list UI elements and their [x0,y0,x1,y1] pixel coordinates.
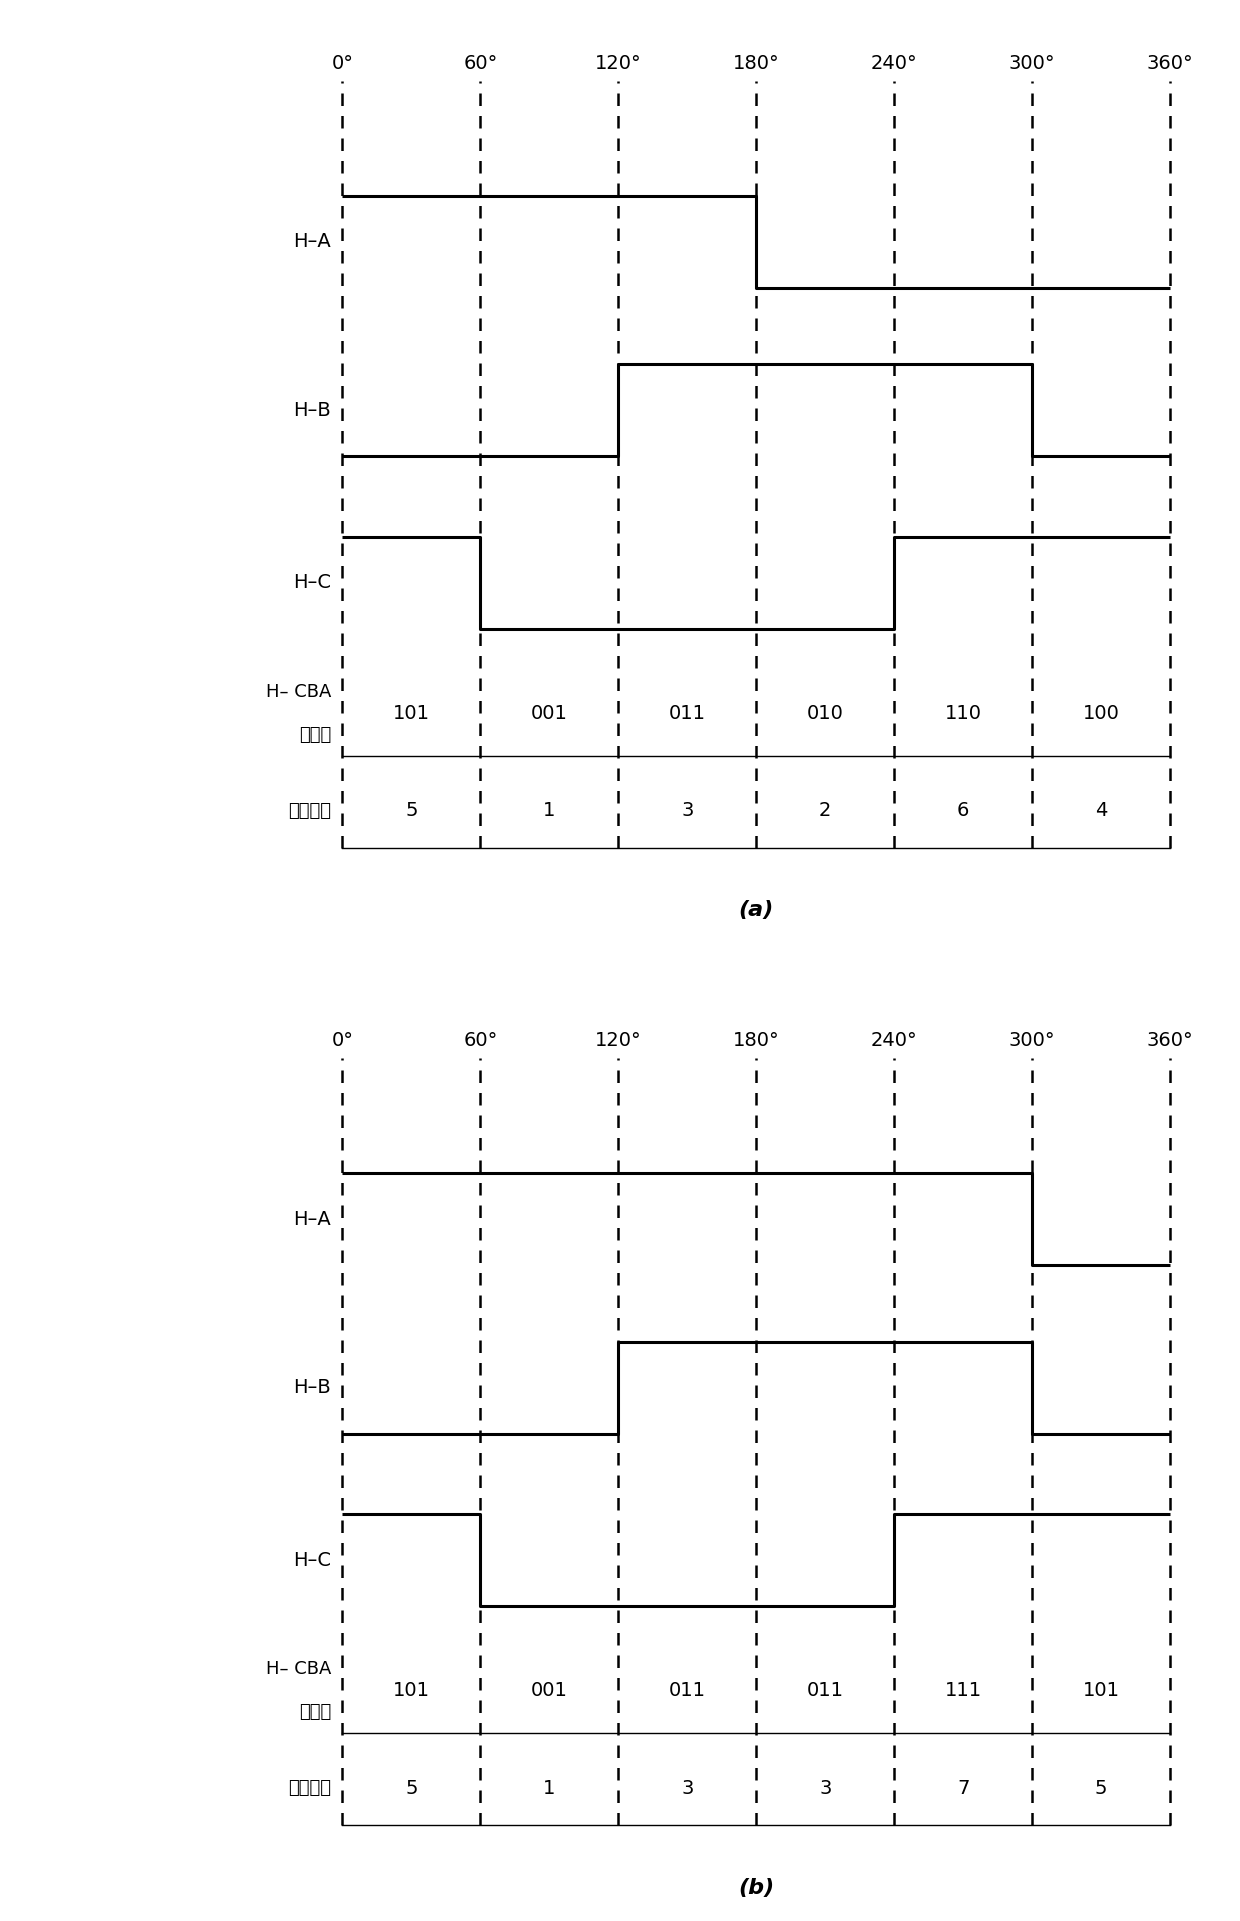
Text: 2: 2 [820,801,832,820]
Text: 011: 011 [807,1681,843,1700]
Text: 7: 7 [957,1779,970,1798]
Text: 111: 111 [945,1681,982,1700]
Text: 5: 5 [405,1779,418,1798]
Text: 二进制: 二进制 [299,1704,331,1721]
Text: 180°: 180° [733,54,780,73]
Text: 300°: 300° [1009,1032,1055,1051]
Text: 101: 101 [1083,1681,1120,1700]
Text: 240°: 240° [870,1032,918,1051]
Text: 0°: 0° [331,1032,353,1051]
Text: 101: 101 [393,703,430,722]
Text: 0°: 0° [331,54,353,73]
Text: H–B: H–B [293,401,331,421]
Text: H–A: H–A [293,1210,331,1229]
Text: 001: 001 [531,1681,568,1700]
Text: 60°: 60° [464,54,497,73]
Text: 100: 100 [1083,703,1120,722]
Text: 011: 011 [668,703,706,722]
Text: 360°: 360° [1147,1032,1193,1051]
Text: H–C: H–C [293,574,331,592]
Text: 1: 1 [543,1779,556,1798]
Text: 4: 4 [1095,801,1107,820]
Text: H–C: H–C [293,1550,331,1569]
Text: 3: 3 [681,801,693,820]
Text: 6: 6 [957,801,970,820]
Text: 3: 3 [681,1779,693,1798]
Text: H– CBA: H– CBA [265,682,331,701]
Text: 180°: 180° [733,1032,780,1051]
Text: H–A: H–A [293,232,331,252]
Text: H– CBA: H– CBA [265,1660,331,1679]
Text: (b): (b) [738,1879,774,1898]
Text: 101: 101 [393,1681,430,1700]
Text: 3: 3 [820,1779,832,1798]
Text: 60°: 60° [464,1032,497,1051]
Text: 010: 010 [807,703,843,722]
Text: 十进制数: 十进制数 [288,801,331,820]
Text: 120°: 120° [595,54,641,73]
Text: (a): (a) [739,901,774,920]
Text: 240°: 240° [870,54,918,73]
Text: 110: 110 [945,703,982,722]
Text: 5: 5 [1095,1779,1107,1798]
Text: 十进制数: 十进制数 [288,1779,331,1798]
Text: 360°: 360° [1147,54,1193,73]
Text: 5: 5 [405,801,418,820]
Text: 1: 1 [543,801,556,820]
Text: 011: 011 [668,1681,706,1700]
Text: 二进制: 二进制 [299,726,331,743]
Text: H–B: H–B [293,1379,331,1397]
Text: 001: 001 [531,703,568,722]
Text: 300°: 300° [1009,54,1055,73]
Text: 120°: 120° [595,1032,641,1051]
